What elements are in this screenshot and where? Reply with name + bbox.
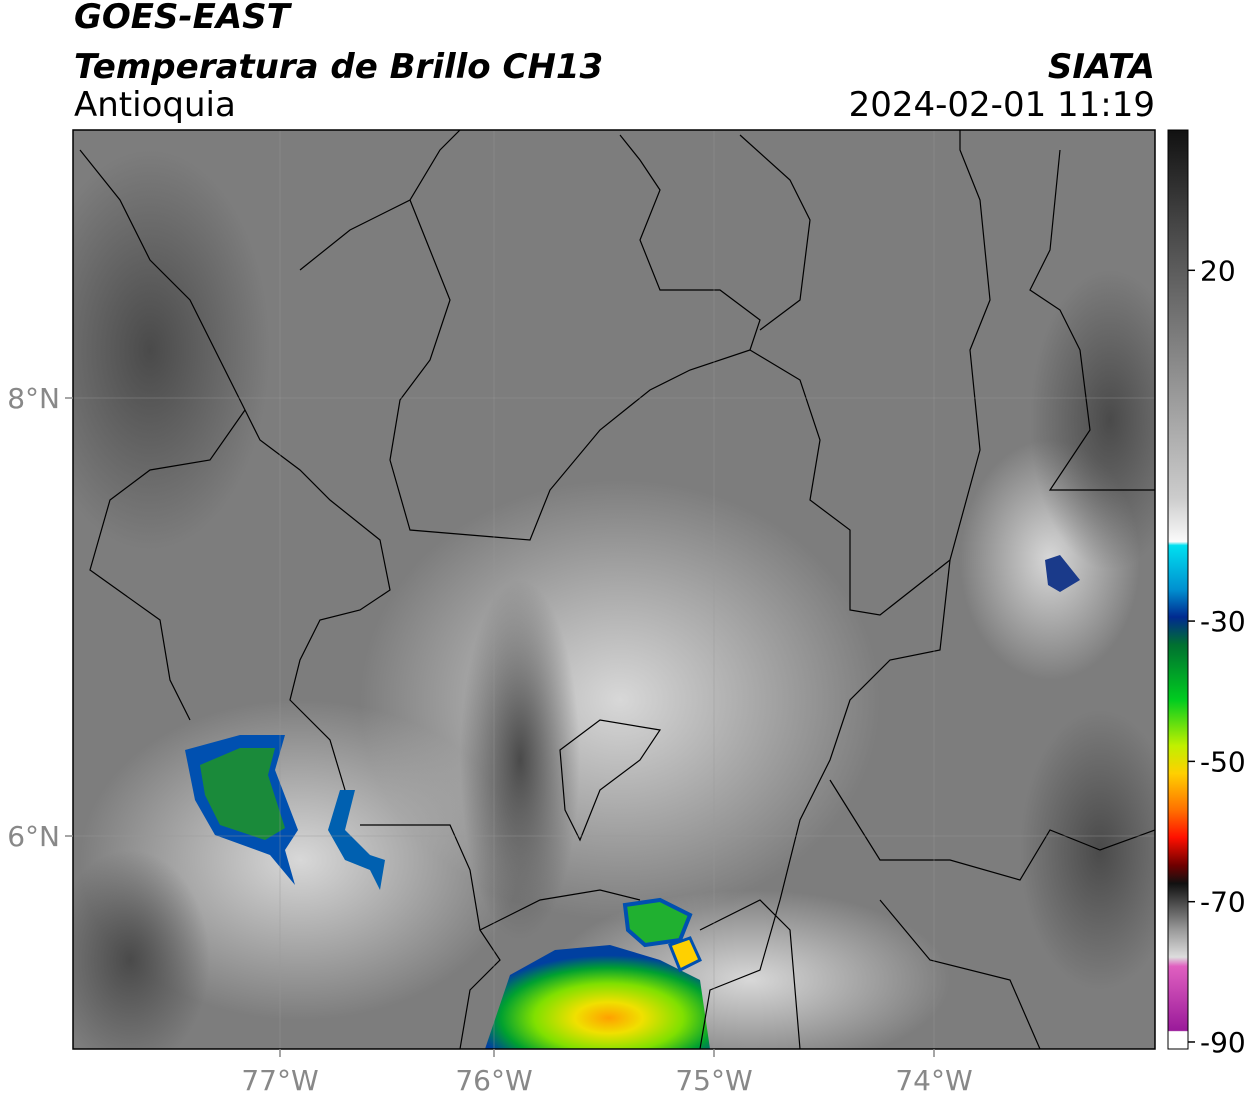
lon-label: 76°W	[455, 1064, 532, 1097]
satellite-image	[73, 130, 1155, 1049]
boundaries	[79, 130, 1155, 1049]
lon-label: 75°W	[675, 1064, 752, 1097]
title: GOES-EAST	[74, 0, 293, 37]
lat-label: 6°N	[7, 820, 60, 853]
colorbar-label: -50	[1200, 745, 1246, 778]
graticule	[73, 130, 1155, 1049]
datetime: 2024-02-01 11:19	[849, 85, 1155, 125]
subtitle: Temperatura de Brillo CH13	[74, 47, 603, 87]
lon-label: 74°W	[895, 1064, 972, 1097]
map-frame	[72, 129, 1156, 1050]
region: Antioquia	[74, 85, 236, 125]
source: SIATA	[1048, 47, 1155, 87]
colorbar-label: -70	[1200, 886, 1246, 919]
colorbar-label: 20	[1200, 254, 1236, 287]
colorbar-label: -90	[1200, 1026, 1246, 1059]
lon-label: 77°W	[241, 1064, 318, 1097]
axis-ticks	[65, 397, 935, 1057]
lat-label: 8°N	[7, 382, 60, 415]
colorbar-label: -30	[1200, 605, 1246, 638]
colorbar	[1167, 129, 1189, 1050]
